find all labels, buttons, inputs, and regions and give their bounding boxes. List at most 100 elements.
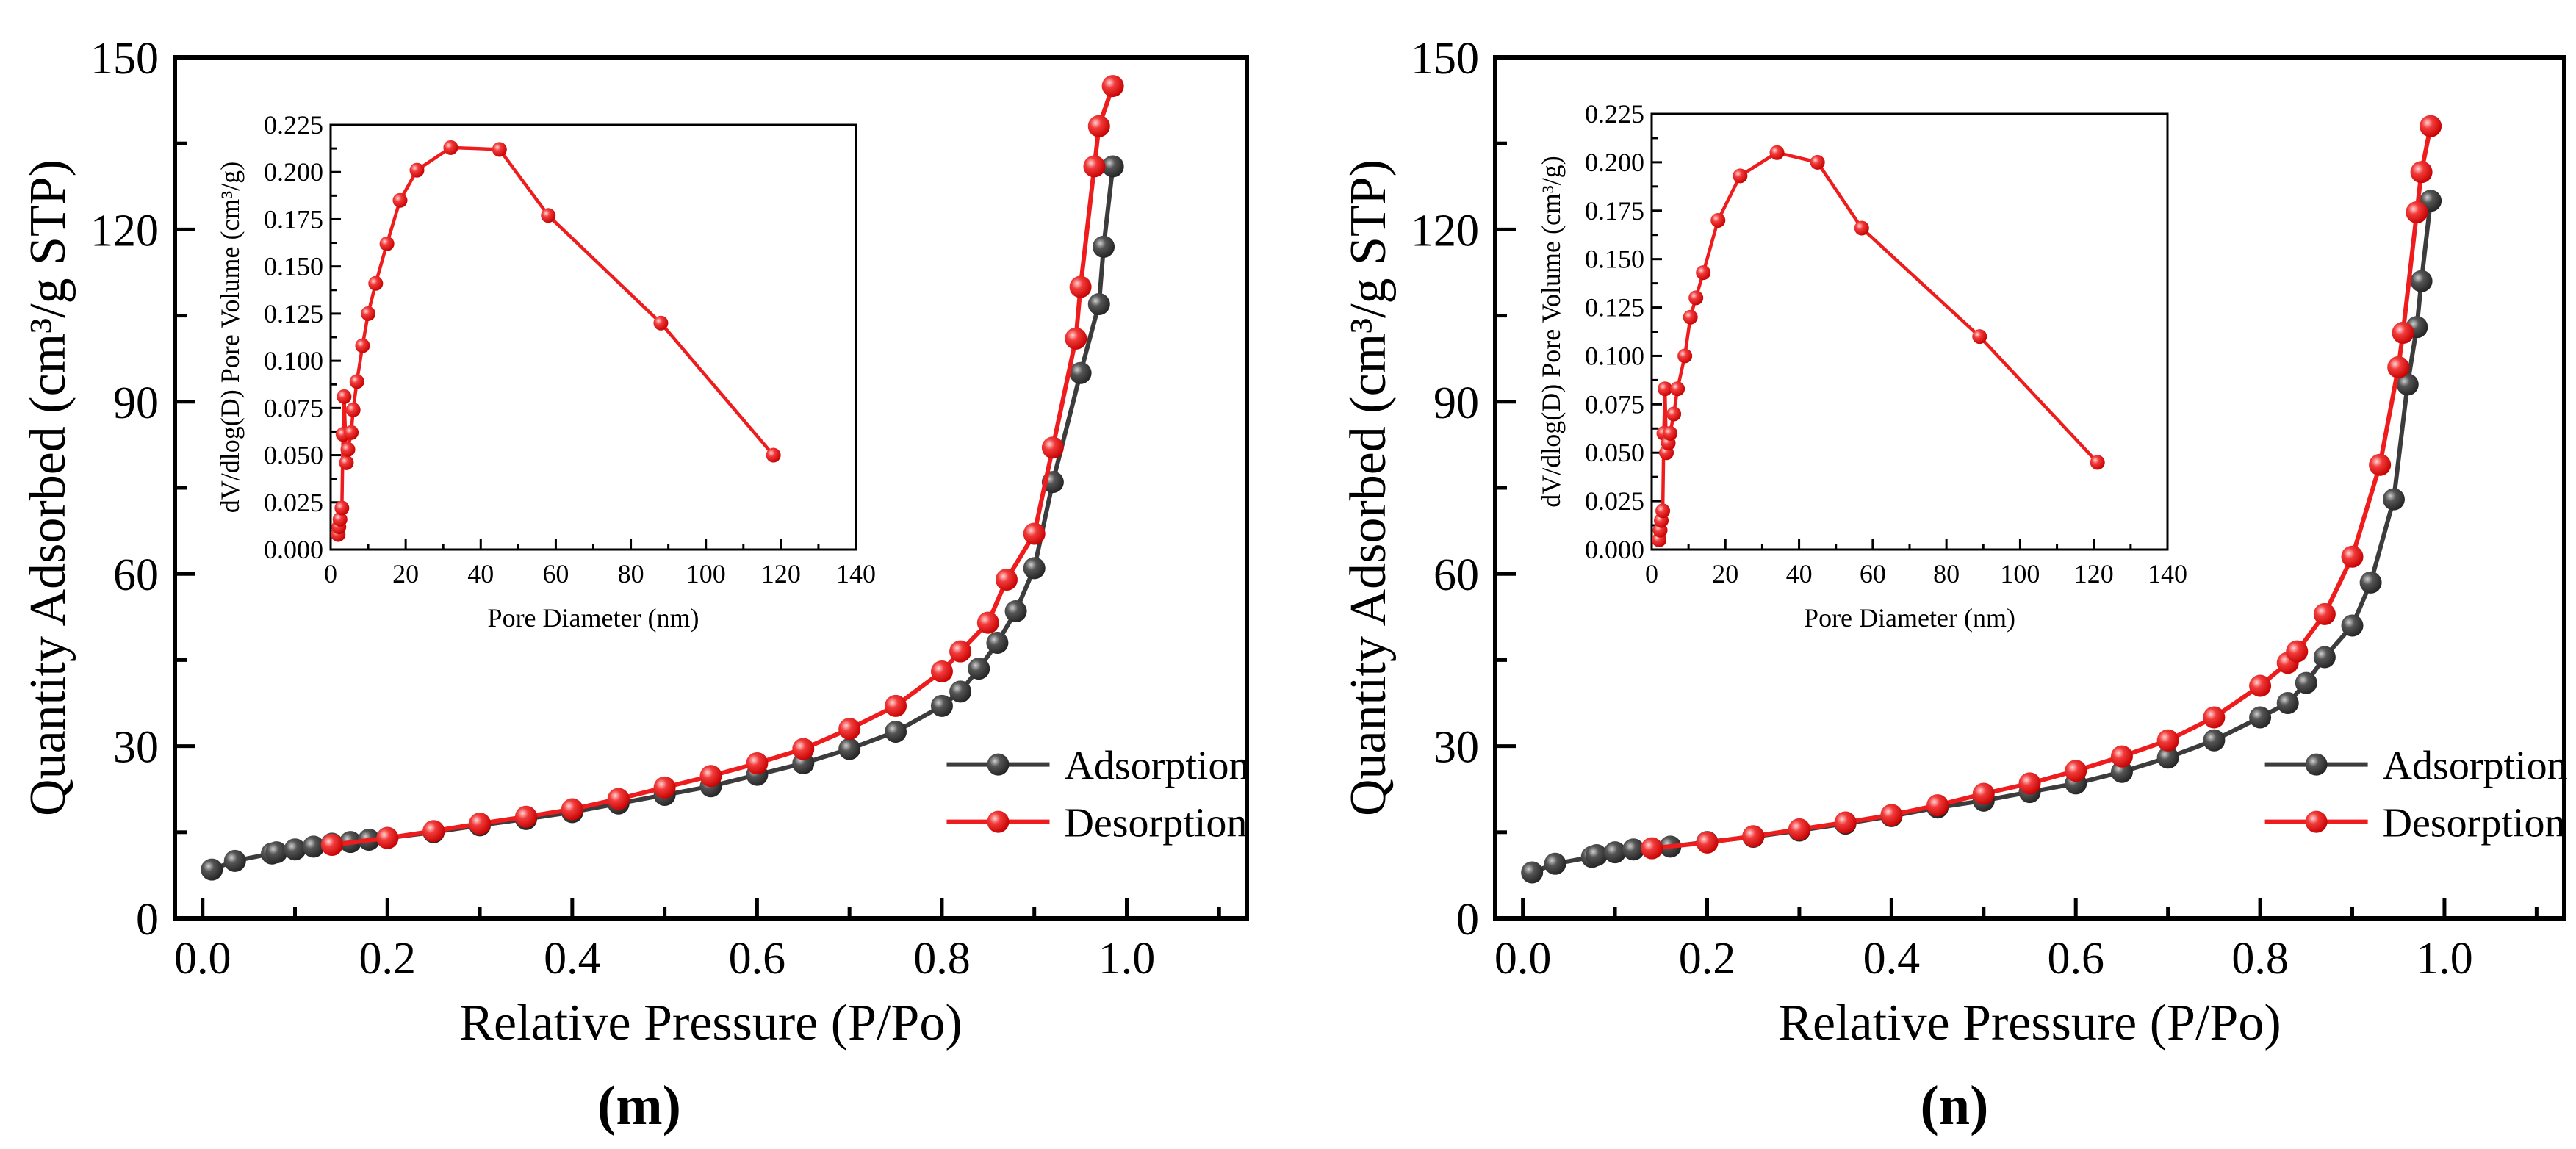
adsorption-point [2276, 692, 2299, 714]
inset-x-axis-title: Pore Diameter (nm) [1804, 603, 2015, 633]
adsorption-point [930, 694, 953, 717]
inset-x-tick-label: 20 [392, 559, 419, 588]
adsorption-point [223, 849, 246, 872]
desorption-point [976, 611, 999, 634]
legend-item-adsorption: Adsorption [2264, 743, 2568, 789]
pore-distribution-point [379, 236, 395, 251]
pore-distribution-point [409, 162, 425, 178]
x-tick-label: 1.0 [1098, 934, 1156, 984]
pore-distribution-point [1666, 406, 1682, 422]
pore-distribution-point [443, 140, 458, 155]
inset-y-tick-label: 0.050 [264, 441, 323, 470]
y-tick-label: 60 [1433, 550, 1479, 600]
desorption-point [1641, 837, 1663, 860]
desorption-point [2406, 201, 2428, 223]
legend-marker [2305, 753, 2328, 776]
inset-x-tick-label: 80 [1933, 559, 1960, 588]
desorption-point [2203, 706, 2226, 729]
inset-x-tick-label: 20 [1712, 559, 1738, 588]
inset-y-tick-label: 0.175 [1585, 196, 1644, 226]
pore-distribution-line [1657, 151, 2099, 541]
pore-distribution-point [492, 142, 507, 157]
desorption-point [746, 752, 769, 775]
pore-distribution-point [766, 447, 781, 463]
desorption-point [2286, 640, 2309, 663]
desorption-point [1083, 155, 1106, 178]
adsorption-point [2156, 746, 2179, 769]
inset-x-tick-label: 140 [2148, 559, 2187, 588]
pore-distribution-point [337, 389, 352, 404]
pore-distribution-point [1854, 220, 1869, 236]
inset-y-tick-label: 0.225 [264, 110, 323, 140]
adsorption-point [2382, 488, 2405, 511]
adsorption-point [201, 858, 223, 881]
desorption-point [1742, 825, 1765, 848]
pore-distribution-point [340, 442, 356, 457]
pore-distribution-point [332, 511, 348, 527]
adsorption-point [265, 841, 288, 864]
desorption-line [1651, 126, 2433, 851]
x-tick-label: 1.0 [2416, 934, 2473, 984]
desorption-point [607, 788, 630, 810]
inset-y-tick-label: 0.100 [1585, 341, 1644, 370]
desorption-point [1041, 436, 1064, 459]
desorption-point [930, 660, 953, 683]
inset-y-tick-label: 0.075 [1585, 389, 1644, 419]
pore-distribution-point [349, 374, 364, 389]
adsorption-point [2110, 760, 2133, 783]
inset-y-tick-label: 0.150 [1585, 245, 1644, 274]
pore-distribution-point [1710, 212, 1726, 228]
legend-label: Desorption [1064, 801, 1247, 846]
y-tick-label: 150 [90, 34, 159, 84]
adsorption-point [284, 838, 306, 861]
y-axis-title: Quantity Adsorbed (cm³/g STP) [20, 159, 76, 816]
y-tick-label: 150 [1411, 34, 1479, 84]
desorption-point [376, 826, 399, 849]
x-tick-label: 0.2 [1679, 934, 1736, 984]
adsorption-point [1544, 852, 1566, 875]
desorption-point [2313, 602, 2336, 625]
inset-x-tick-label: 0 [1645, 559, 1658, 588]
desorption-point [2249, 674, 2272, 697]
desorption-point [885, 694, 907, 717]
desorption-point [653, 776, 676, 799]
x-tick-label: 0.2 [359, 934, 417, 984]
x-tick-label: 0.4 [544, 934, 601, 984]
pore-distribution-point [344, 425, 359, 440]
desorption-point [2392, 322, 2414, 345]
inset-y-axis-title: dV/dlog(D) Pore Volume (cm³/g) [215, 162, 245, 513]
desorption-point [2018, 772, 2041, 795]
desorption-point [1972, 782, 1995, 805]
adsorption-point [1004, 599, 1027, 622]
adsorption-point [885, 721, 907, 743]
desorption-line [331, 85, 1115, 847]
legend-marker [987, 810, 1010, 833]
pore-distribution-point [368, 275, 384, 291]
pore-distribution-point [1683, 309, 1698, 325]
adsorption-point [2410, 270, 2433, 292]
pore-distribution-point [1696, 265, 1711, 281]
y-tick-label: 30 [113, 723, 159, 773]
adsorption-point [986, 631, 1009, 654]
inset-frame [1650, 112, 2169, 551]
inset-x-tick-label: 0 [324, 559, 337, 588]
inset-x-tick-label: 60 [1860, 559, 1886, 588]
desorption-point [1023, 522, 1046, 545]
adsorption-point [1093, 235, 1115, 258]
panel-label: (n) [1921, 1075, 1989, 1137]
inset-x-tick-label: 140 [836, 559, 876, 588]
desorption-point [2387, 356, 2410, 378]
desorption-point [320, 833, 343, 856]
pore-distribution-point [1733, 168, 1748, 184]
desorption-point [1880, 804, 1903, 826]
desorption-point [949, 640, 972, 663]
x-tick-label: 0.4 [1863, 934, 1921, 984]
desorption-point [1087, 115, 1110, 137]
adsorption-point [302, 835, 325, 858]
pore-distribution-point [653, 315, 669, 331]
adsorption-point [2396, 373, 2419, 396]
desorption-point [2420, 115, 2442, 137]
legend-marker [2305, 810, 2328, 833]
x-tick-label: 0.0 [174, 934, 231, 984]
pore-distribution-point [1658, 381, 1673, 397]
